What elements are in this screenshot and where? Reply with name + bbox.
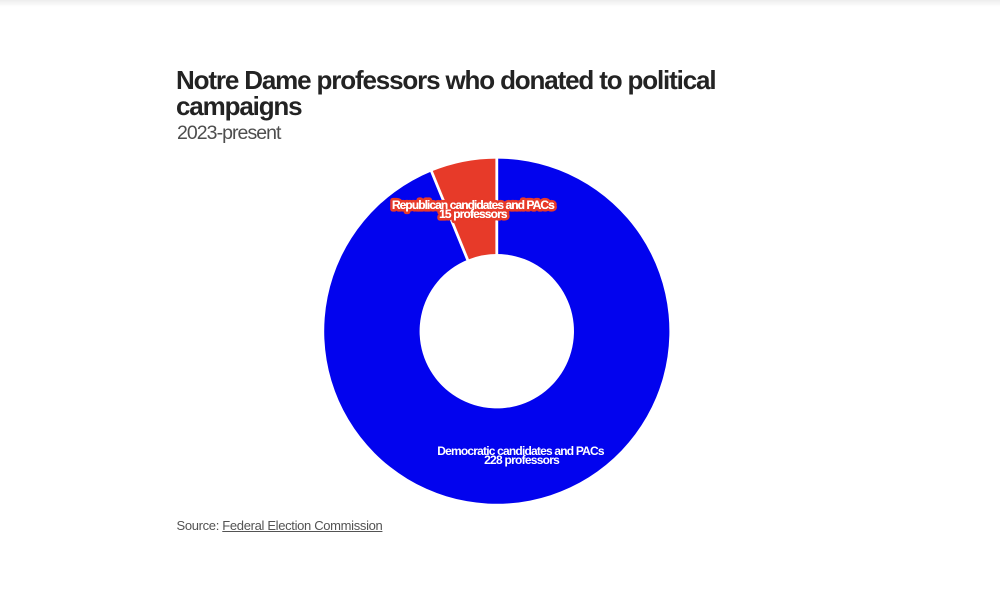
svg-text:15 professors: 15 professors <box>439 207 508 221</box>
svg-text:Republican candidates and PACs: Republican candidates and PACs <box>392 198 555 212</box>
svg-text:228 professors: 228 professors <box>484 453 560 467</box>
svg-text:15 professors: 15 professors <box>439 207 508 221</box>
svg-text:Democratic candidates and PACs: Democratic candidates and PACs <box>437 444 605 458</box>
svg-text:Republican candidates and PACs: Republican candidates and PACs <box>392 198 555 212</box>
